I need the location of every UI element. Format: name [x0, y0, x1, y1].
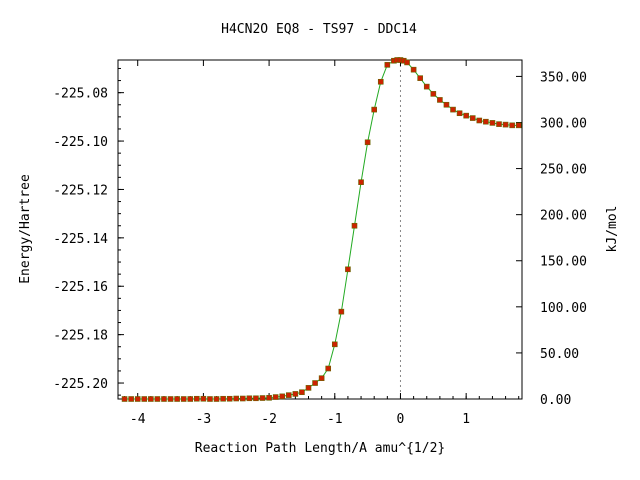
x-tick-label: -4 [130, 412, 146, 427]
data-point [220, 395, 226, 402]
data-point [121, 396, 128, 402]
data-point [515, 122, 522, 129]
data-point [305, 385, 312, 391]
chart-title: H4CN2O EQ8 - TS97 - DDC14 [221, 22, 417, 37]
plot-frame [117, 59, 523, 400]
data-point [489, 120, 496, 126]
data-point [437, 97, 443, 103]
y2-tick-label: 350.00 [540, 70, 587, 85]
data-point [259, 395, 266, 401]
y-axis-label: Energy/Hartree [18, 174, 33, 284]
data-point [312, 380, 318, 386]
data-point [299, 389, 305, 396]
data-point [450, 106, 456, 113]
y2-tick-label: 100.00 [540, 301, 587, 316]
data-point [331, 341, 338, 348]
data-point [213, 396, 220, 402]
y2-tick-label: 0.00 [540, 393, 571, 408]
data-point [325, 365, 332, 372]
data-point [463, 112, 469, 119]
data-point [187, 396, 194, 402]
data-point [246, 395, 253, 402]
y-axis-ticks: -225.20 -225.18 -225.16 -225.14 -225.12 -225.… [53, 67, 124, 396]
data-point [134, 396, 141, 402]
x-axis-label: Reaction Path Length/A amu^{1/2} [195, 441, 445, 456]
data-point [141, 396, 148, 402]
data-point [430, 91, 437, 97]
data-point [167, 396, 174, 402]
data-point [200, 395, 207, 402]
data-point [377, 78, 384, 85]
data-point [417, 75, 423, 81]
data-point [253, 395, 259, 402]
x-tick-label: 1 [462, 412, 470, 427]
data-point [240, 395, 246, 402]
y-tick-label: -225.20 [53, 377, 108, 392]
data-point [226, 395, 233, 402]
data-point [174, 396, 180, 402]
data-point [404, 59, 410, 66]
data-point [410, 66, 417, 73]
y-tick-label: -225.16 [53, 280, 108, 295]
data-point [338, 308, 345, 315]
x-tick-label: -2 [261, 412, 277, 427]
y-tick-label: -225.10 [53, 135, 108, 150]
y-tick-label: -225.12 [53, 183, 108, 198]
y2-tick-label: 150.00 [540, 255, 587, 270]
data-point [279, 393, 286, 400]
data-point [128, 396, 134, 402]
data-point [443, 101, 450, 108]
data-point [469, 115, 476, 121]
data-point [207, 396, 213, 402]
data-point [318, 375, 325, 381]
data-point [423, 83, 430, 90]
y2-tick-label: 300.00 [540, 116, 587, 131]
x-tick-label: -3 [196, 412, 212, 427]
data-point [358, 179, 364, 185]
y2-tick-label: 50.00 [540, 347, 579, 362]
data-point [371, 106, 378, 113]
data-point [345, 266, 351, 273]
data-point [456, 110, 463, 117]
data-point [384, 62, 391, 68]
data-point [194, 395, 200, 402]
data-point [266, 394, 272, 401]
data-points [121, 57, 522, 402]
y2-tick-label: 200.00 [540, 209, 587, 224]
y2-tick-label: 250.00 [540, 163, 587, 178]
data-point [502, 121, 509, 128]
data-point [180, 396, 187, 402]
data-point [161, 396, 167, 402]
y2-axis-label: kJ/mol [605, 206, 620, 253]
data-point [272, 394, 279, 400]
data-point [351, 222, 358, 229]
y-tick-label: -225.18 [53, 329, 108, 344]
data-point [292, 391, 299, 397]
data-point [148, 396, 154, 402]
data-point [364, 139, 371, 146]
y-tick-label: -225.14 [53, 232, 108, 247]
x-tick-label: -1 [327, 412, 343, 427]
x-tick-label: 0 [397, 412, 405, 427]
data-point [285, 392, 292, 398]
y-tick-label: -225.08 [53, 87, 108, 102]
data-point [509, 122, 515, 129]
data-point [233, 395, 240, 402]
data-point [154, 396, 161, 402]
y2-axis-ticks: 0.00 50.00 100.00 150.00 200.00 250.00 300.00 3… [516, 70, 587, 408]
data-point [476, 117, 483, 124]
data-point [483, 118, 489, 125]
data-point [496, 121, 502, 127]
